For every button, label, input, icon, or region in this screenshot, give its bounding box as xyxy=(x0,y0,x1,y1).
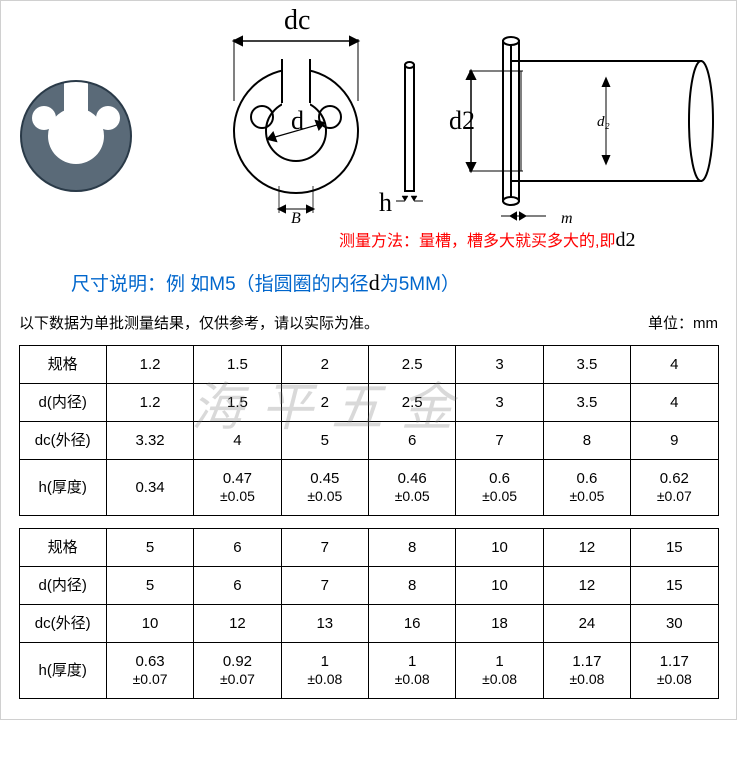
table-row: dc(外径) 10 12 13 16 18 24 30 xyxy=(19,605,718,643)
diagram-area: dc d B h xyxy=(1,1,736,251)
table-row: d(内径) 1.2 1.5 2 2.5 3 3.5 4 xyxy=(19,384,718,422)
cell: 3 xyxy=(456,384,543,422)
cell: 7 xyxy=(456,422,543,460)
cell: 0.62±0.07 xyxy=(631,460,718,516)
cell: 3.5 xyxy=(543,346,630,384)
cell: 5 xyxy=(106,529,193,567)
size-note-prefix: 尺寸说明：例 如M5（指圆圈的内径 xyxy=(71,274,369,295)
cell: 5 xyxy=(106,567,193,605)
cell: 2.5 xyxy=(369,346,456,384)
cell: 8 xyxy=(369,529,456,567)
cell: 2 xyxy=(281,346,368,384)
spec-sheet: dc d B h xyxy=(0,0,737,720)
cell: 1±0.08 xyxy=(456,643,543,699)
cell: 3.32 xyxy=(106,422,193,460)
cell: 6 xyxy=(194,529,281,567)
table-row: h(厚度) 0.34 0.47±0.05 0.45±0.05 0.46±0.05… xyxy=(19,460,718,516)
cell: 12 xyxy=(194,605,281,643)
cell: 1±0.08 xyxy=(281,643,368,699)
cell: 5 xyxy=(281,422,368,460)
table-row: d(内径) 5 6 7 8 10 12 15 xyxy=(19,567,718,605)
cell: 6 xyxy=(369,422,456,460)
header-cell: dc(外径) xyxy=(19,605,106,643)
cell: 0.92±0.07 xyxy=(194,643,281,699)
cell: 4 xyxy=(631,384,718,422)
cell: 1.17±0.08 xyxy=(543,643,630,699)
label-d: d xyxy=(291,106,304,135)
size-note-suffix: 为5MM） xyxy=(380,274,460,295)
unit-label: 单位：mm xyxy=(648,312,718,333)
cell: 1.5 xyxy=(194,346,281,384)
measurement-note: 测量方法：量槽，槽多大就买多大的,即d2 xyxy=(339,227,635,252)
cell: 0.46±0.05 xyxy=(369,460,456,516)
label-d2: d2 xyxy=(449,106,475,135)
header-cell: d(内径) xyxy=(19,384,106,422)
header-cell: dc(外径) xyxy=(19,422,106,460)
cell: 4 xyxy=(194,422,281,460)
table-row: h(厚度) 0.63±0.07 0.92±0.07 1±0.08 1±0.08 … xyxy=(19,643,718,699)
cell: 10 xyxy=(456,529,543,567)
cell: 10 xyxy=(106,605,193,643)
table1-wrap: 海平五金 规格 1.2 1.5 2 2.5 3 3.5 4 d(内径) 1.2 … xyxy=(1,345,736,516)
cell: 2.5 xyxy=(369,384,456,422)
table-row: dc(外径) 3.32 4 5 6 7 8 9 xyxy=(19,422,718,460)
disclaimer-text: 以下数据为单批测量结果，仅供参考，请以实际为准。 xyxy=(19,312,379,333)
cell: 18 xyxy=(456,605,543,643)
cell: 0.45±0.05 xyxy=(281,460,368,516)
technical-drawing: dc d B h xyxy=(1,1,737,231)
cell: 6 xyxy=(194,567,281,605)
cell: 0.6±0.05 xyxy=(543,460,630,516)
label-B: B xyxy=(291,210,301,227)
measure-note-text: 测量方法：量槽，槽多大就买多大的,即 xyxy=(339,233,615,250)
cell: 30 xyxy=(631,605,718,643)
cell: 7 xyxy=(281,529,368,567)
cell: 9 xyxy=(631,422,718,460)
cell: 8 xyxy=(543,422,630,460)
measure-note-d2: d2 xyxy=(615,229,635,251)
cell: 1±0.08 xyxy=(369,643,456,699)
cell: 15 xyxy=(631,529,718,567)
label-d2-inner: d₂ xyxy=(597,114,610,130)
label-dc: dc xyxy=(284,5,310,36)
cell: 16 xyxy=(369,605,456,643)
cell: 4 xyxy=(631,346,718,384)
header-cell: 规格 xyxy=(19,529,106,567)
cell: 15 xyxy=(631,567,718,605)
spec-table-2: 规格 5 6 7 8 10 12 15 d(内径) 5 6 7 8 10 12 … xyxy=(19,528,719,699)
cell: 0.47±0.05 xyxy=(194,460,281,516)
size-note-d: d xyxy=(369,270,380,295)
cell: 3 xyxy=(456,346,543,384)
cell: 13 xyxy=(281,605,368,643)
cell: 24 xyxy=(543,605,630,643)
cell: 1.2 xyxy=(106,384,193,422)
cell: 1.5 xyxy=(194,384,281,422)
cell: 1.2 xyxy=(106,346,193,384)
cell: 12 xyxy=(543,567,630,605)
cell: 1.17±0.08 xyxy=(631,643,718,699)
label-m: m xyxy=(561,210,573,227)
table-row: 规格 1.2 1.5 2 2.5 3 3.5 4 xyxy=(19,346,718,384)
label-h: h xyxy=(379,188,392,217)
cell: 2 xyxy=(281,384,368,422)
header-cell: d(内径) xyxy=(19,567,106,605)
table-row: 规格 5 6 7 8 10 12 15 xyxy=(19,529,718,567)
cell: 8 xyxy=(369,567,456,605)
cell: 0.6±0.05 xyxy=(456,460,543,516)
cell: 3.5 xyxy=(543,384,630,422)
cell: 0.34 xyxy=(106,460,193,516)
header-cell: h(厚度) xyxy=(19,643,106,699)
header-cell: 规格 xyxy=(19,346,106,384)
sub-note-row: 以下数据为单批测量结果，仅供参考，请以实际为准。 单位：mm xyxy=(19,312,718,333)
size-explanation: 尺寸说明：例 如M5（指圆圈的内径d为5MM） xyxy=(71,269,736,296)
cell: 12 xyxy=(543,529,630,567)
cell: 7 xyxy=(281,567,368,605)
header-cell: h(厚度) xyxy=(19,460,106,516)
spec-table-1: 规格 1.2 1.5 2 2.5 3 3.5 4 d(内径) 1.2 1.5 2… xyxy=(19,345,719,516)
cell: 0.63±0.07 xyxy=(106,643,193,699)
cell: 10 xyxy=(456,567,543,605)
